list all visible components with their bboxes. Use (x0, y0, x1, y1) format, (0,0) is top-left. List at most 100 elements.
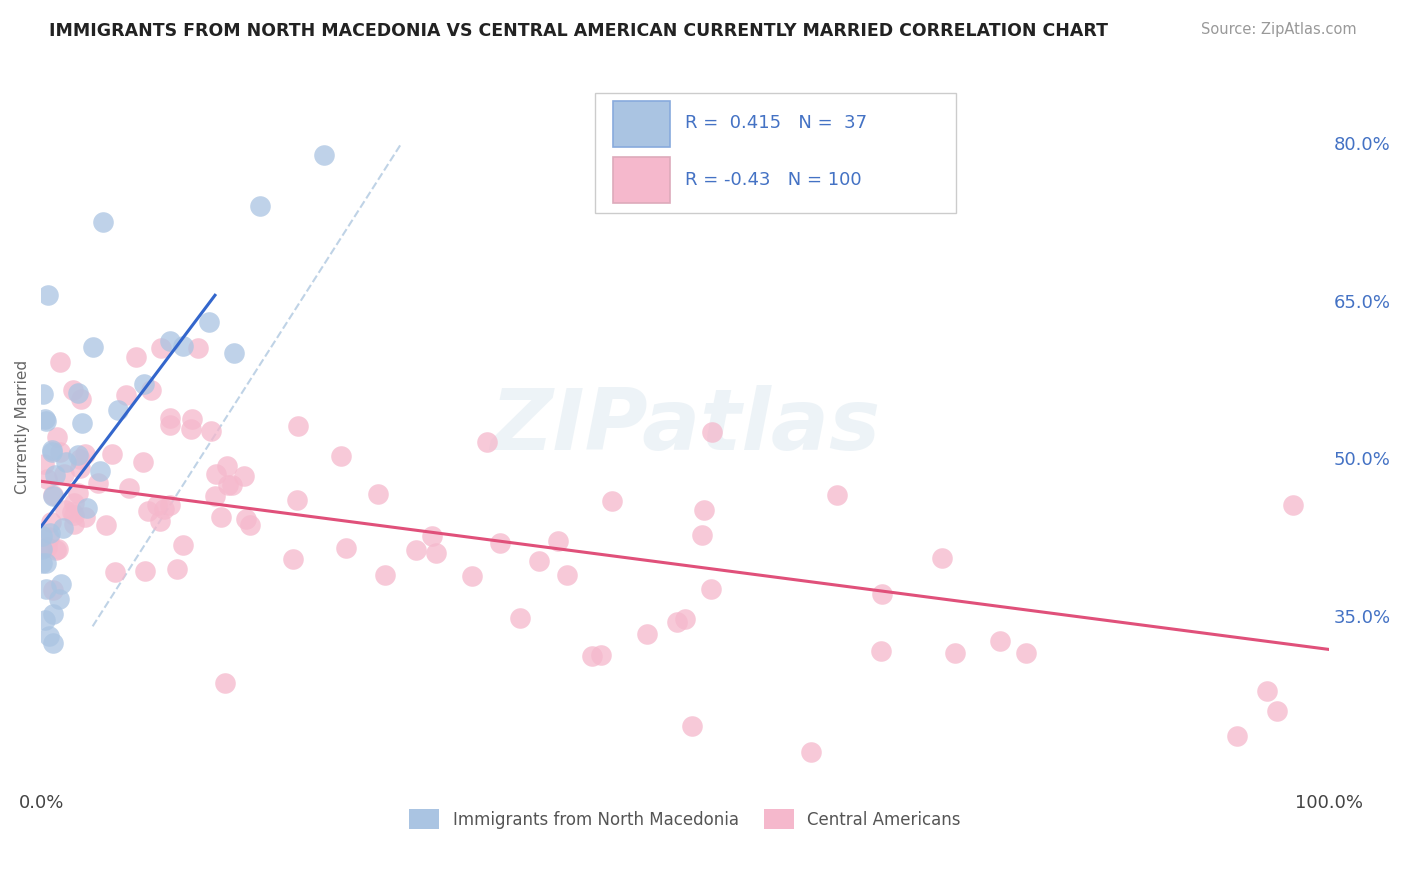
Point (45, 430, 67, 444)
Point (37, 288, 59, 302)
Point (547, 534, 569, 549)
Point (931, 550, 953, 565)
Text: R =  0.415   N =  37: R = 0.415 N = 37 (685, 114, 868, 132)
Point (224, 345, 246, 359)
Point (32, 541, 55, 555)
Point (150, 341, 173, 355)
Point (1225, 730, 1247, 744)
Point (75, 447, 97, 461)
Point (204, 489, 226, 503)
Point (460, 569, 482, 583)
Point (141, 384, 163, 398)
Point (221, 478, 243, 492)
Point (63, 517, 86, 532)
Point (287, 418, 309, 433)
Point (69, 451, 91, 466)
Point (134, 564, 156, 578)
Text: Source: ZipAtlas.com: Source: ZipAtlas.com (1201, 22, 1357, 37)
Point (673, 612, 696, 626)
Point (159, 334, 181, 348)
Point (115, 388, 138, 402)
Point (34, 412, 56, 426)
Point (91, 215, 114, 229)
Point (62, 505, 84, 519)
Point (39, 526, 62, 541)
Point (31, 529, 53, 543)
Point (374, 567, 396, 582)
FancyBboxPatch shape (613, 101, 669, 147)
Point (73, 510, 96, 524)
Point (72, 416, 94, 430)
Text: ZIPatlas: ZIPatlas (489, 385, 880, 468)
Point (870, 587, 893, 601)
Point (314, 148, 336, 162)
Point (132, 455, 155, 469)
Point (49, 577, 72, 591)
Point (35, 414, 58, 428)
Point (42, 636, 65, 650)
Point (187, 341, 209, 355)
Point (63, 508, 86, 523)
Point (330, 449, 353, 463)
Point (180, 422, 202, 436)
Point (249, 199, 271, 213)
Point (172, 339, 194, 353)
Point (31, 541, 53, 556)
Point (555, 568, 578, 582)
Point (180, 412, 202, 426)
Point (107, 403, 129, 417)
Point (215, 458, 238, 473)
Point (96, 518, 118, 533)
Point (581, 648, 603, 663)
Point (420, 528, 443, 542)
Point (41, 489, 63, 503)
Point (51, 521, 73, 535)
Legend: Immigrants from North Macedonia, Central Americans: Immigrants from North Macedonia, Central… (402, 803, 967, 835)
Point (104, 565, 127, 579)
Point (146, 498, 169, 512)
Point (53, 503, 76, 517)
Point (425, 546, 447, 560)
Point (197, 315, 219, 329)
Point (700, 582, 723, 597)
Point (55, 455, 77, 469)
Point (37, 472, 59, 486)
Point (31, 557, 53, 571)
Point (1015, 646, 1038, 660)
Point (1265, 704, 1288, 718)
Point (69, 461, 91, 475)
Text: IMMIGRANTS FROM NORTH MACEDONIA VS CENTRAL AMERICAN CURRENTLY MARRIED CORRELATIO: IMMIGRANTS FROM NORTH MACEDONIA VS CENTR… (49, 22, 1108, 40)
Point (1256, 684, 1278, 698)
Point (134, 376, 156, 391)
Point (405, 543, 427, 558)
Point (62, 383, 84, 397)
Point (700, 425, 723, 439)
Point (205, 467, 228, 481)
Point (692, 503, 714, 517)
Point (943, 646, 966, 660)
Point (34, 613, 56, 627)
FancyBboxPatch shape (595, 93, 956, 212)
Point (800, 746, 823, 760)
Point (44, 467, 66, 482)
Y-axis label: Currently Married: Currently Married (15, 359, 30, 493)
Point (46, 541, 69, 556)
Point (67, 385, 90, 400)
Point (477, 435, 499, 450)
Point (239, 517, 262, 532)
Point (35, 582, 58, 596)
Point (235, 512, 257, 526)
Point (232, 469, 254, 483)
Point (335, 541, 357, 555)
Point (825, 488, 848, 502)
Point (82, 341, 104, 355)
Point (62, 496, 84, 510)
Point (367, 487, 389, 501)
Point (38, 629, 60, 643)
Point (636, 627, 658, 641)
Point (172, 538, 194, 552)
Point (600, 494, 623, 508)
Point (690, 528, 713, 542)
Point (39, 516, 62, 530)
Point (666, 615, 689, 629)
